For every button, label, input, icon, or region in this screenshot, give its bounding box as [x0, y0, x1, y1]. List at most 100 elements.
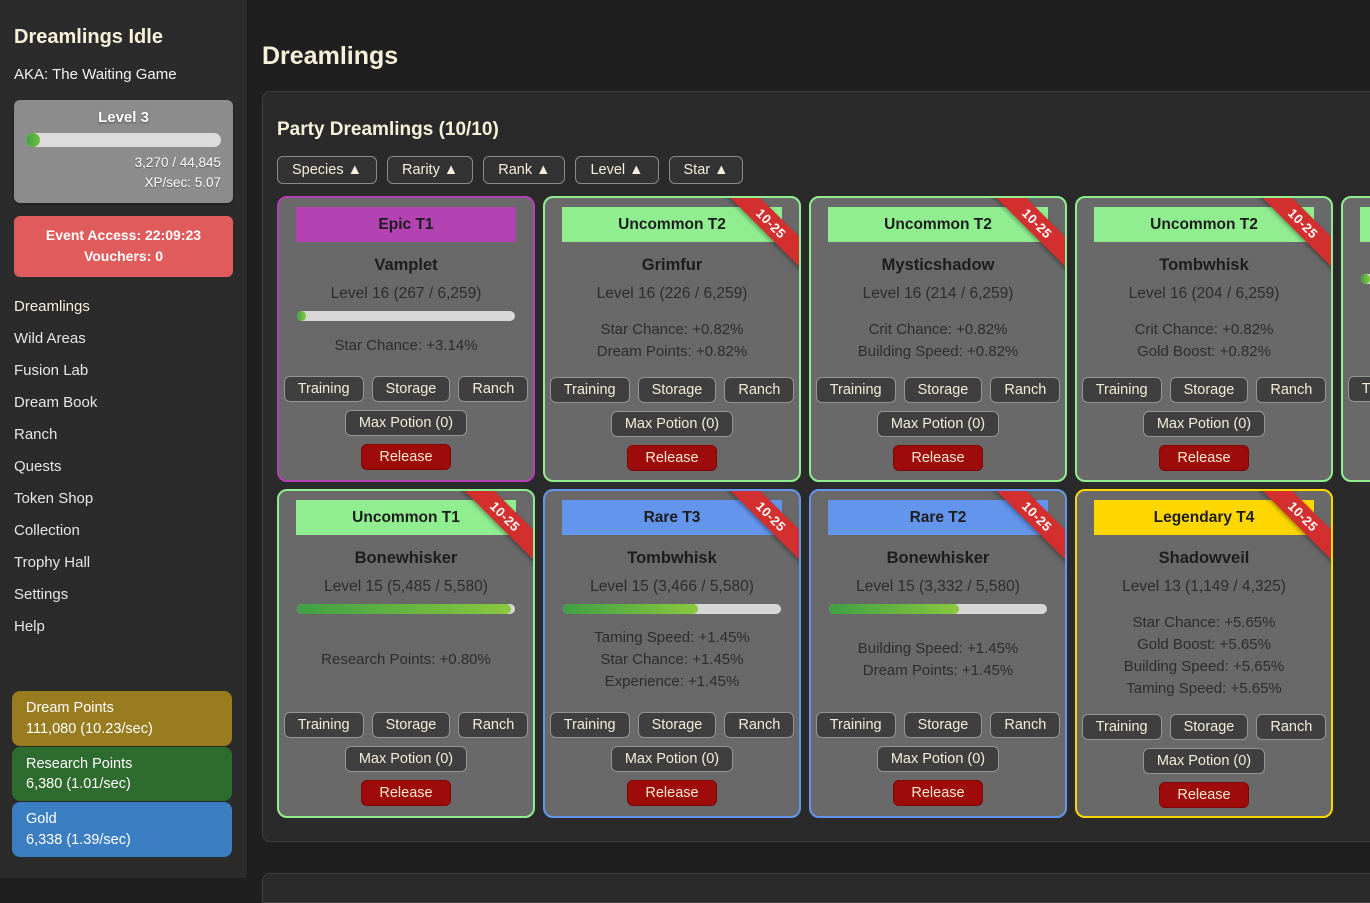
dreamling-stats: Building Speed: +1.45% Dream Points: +1.4…	[828, 622, 1048, 698]
training-button[interactable]: Training	[1081, 377, 1162, 403]
training-button[interactable]: Training	[549, 712, 630, 738]
card-action-row: Training Storage Ranch	[549, 377, 795, 403]
sidebar-item-settings[interactable]: Settings	[14, 585, 69, 603]
sidebar-item-dream-book[interactable]: Dream Book	[14, 393, 98, 411]
sort-button-species[interactable]: Species ▲	[277, 156, 377, 184]
resource-label: Research Points	[26, 755, 133, 772]
dreamling-stats: Crit Chance: +0.82% Building Speed: +0.82…	[828, 319, 1048, 363]
dreamling-name: Mysticshadow	[881, 256, 995, 274]
training-button[interactable]: Training	[815, 712, 896, 738]
max-potion-button[interactable]: Max Potion (0)	[1142, 411, 1266, 437]
sort-button-rank[interactable]: Rank ▲	[483, 156, 566, 184]
event-vouchers: Vouchers: 0	[83, 248, 164, 265]
sidebar-item-trophy-hall[interactable]: Trophy Hall	[14, 553, 91, 571]
sidebar-item-ranch[interactable]: Ranch	[14, 425, 58, 443]
ranch-button[interactable]: Ranch	[724, 712, 795, 738]
main-content: Dreamlings Party Dreamlings (10/10) Spec…	[248, 0, 1370, 903]
dreamling-stats: Star Chance: +3.14%	[296, 329, 516, 362]
dreamling-card: 10-25 Rare T3 Tombwhisk Level 15 (3,466 …	[543, 489, 801, 818]
dreamling-stats: Research Points: +0.80%	[296, 622, 516, 698]
party-panel: Party Dreamlings (10/10) Species ▲ Rarity…	[262, 91, 1370, 842]
release-button[interactable]: Release	[361, 780, 451, 806]
release-button[interactable]: Release	[361, 444, 451, 470]
training-button[interactable]: Training	[1081, 714, 1162, 740]
release-button[interactable]: Release	[893, 780, 983, 806]
release-button[interactable]: Release	[1159, 445, 1249, 471]
sidebar-item-fusion-lab[interactable]: Fusion Lab	[14, 361, 89, 379]
card-release-row: Release	[1094, 445, 1314, 471]
storage-button[interactable]: Storage	[371, 376, 451, 402]
release-button[interactable]: Release	[893, 445, 983, 471]
max-potion-button[interactable]: Max Potion (0)	[610, 411, 734, 437]
stat-line: Taming Speed: +1.45%	[594, 629, 750, 646]
dreamling-level: Level 15 (3,466 / 5,580)	[590, 578, 754, 595]
card-potion-row: Max Potion (0)	[562, 411, 782, 437]
card-potion-row: Max Potion (0)	[1094, 411, 1314, 437]
player-xp-bar	[26, 133, 221, 147]
ranch-button[interactable]: Ranch	[1256, 714, 1327, 740]
player-xp-rate: XP/sec: 5.07	[144, 175, 221, 191]
max-potion-button[interactable]: Max Potion (0)	[1142, 748, 1266, 774]
resource-value: 6,380 (1.01/sec)	[26, 776, 131, 793]
storage-button[interactable]: Storage	[637, 377, 717, 403]
card-release-row: Release	[296, 780, 516, 806]
training-button[interactable]: Training	[283, 376, 364, 402]
sidebar-item-token-shop[interactable]: Token Shop	[14, 489, 94, 507]
card-potion-row: Max Potion (0)	[1360, 410, 1370, 436]
card-action-row: Training Storage Ranch	[283, 712, 529, 738]
event-access-timer: Event Access: 22:09:23	[45, 226, 202, 243]
stat-line: Gold Boost: +5.65%	[1137, 636, 1271, 653]
storage-button[interactable]: Storage	[1169, 377, 1249, 403]
sort-button-star[interactable]: Star ▲	[668, 156, 744, 184]
sidebar-item-dreamlings[interactable]: Dreamlings	[14, 297, 90, 315]
ranch-button[interactable]: Ranch	[990, 712, 1061, 738]
storage-button[interactable]: Storage	[1169, 714, 1249, 740]
sort-button-level[interactable]: Level ▲	[575, 156, 659, 184]
resource-value: 111,080 (10.23/sec)	[26, 720, 153, 737]
resource-label: Dream Points	[26, 700, 114, 717]
card-release-row: Release	[828, 445, 1048, 471]
max-potion-button[interactable]: Max Potion (0)	[876, 746, 1000, 772]
dreamling-card: Epic T1 Vamplet Level 16 (267 / 6,259) S…	[277, 196, 535, 482]
stat-line: Building Speed: +0.82%	[857, 343, 1019, 360]
dreamling-xp-bar	[829, 604, 1047, 614]
sort-button-rarity[interactable]: Rarity ▲	[386, 156, 474, 184]
ranch-button[interactable]: Ranch	[724, 377, 795, 403]
max-potion-button[interactable]: Max Potion (0)	[344, 410, 468, 436]
ranch-button[interactable]: Ranch	[990, 377, 1061, 403]
sidebar-item-wild-areas[interactable]: Wild Areas	[14, 329, 86, 347]
release-button[interactable]: Release	[627, 445, 717, 471]
player-level-box: Level 3 3,270 / 44,845 XP/sec: 5.07	[14, 100, 233, 203]
storage-button[interactable]: Storage	[637, 712, 717, 738]
storage-button[interactable]: Storage	[903, 377, 983, 403]
sidebar-item-quests[interactable]: Quests	[14, 457, 62, 475]
max-potion-button[interactable]: Max Potion (0)	[344, 746, 468, 772]
training-button[interactable]: Training	[815, 377, 896, 403]
training-button[interactable]: Training	[283, 712, 364, 738]
max-potion-button[interactable]: Max Potion (0)	[876, 411, 1000, 437]
card-potion-row: Max Potion (0)	[828, 411, 1048, 437]
card-action-row: Training Storage Ranch	[283, 376, 529, 402]
max-potion-button[interactable]: Max Potion (0)	[610, 746, 734, 772]
dreamling-xp-fill	[829, 604, 960, 614]
dreamling-level: Level 15 (3,332 / 5,580)	[856, 578, 1020, 595]
storage-button[interactable]: Storage	[371, 712, 451, 738]
ranch-button[interactable]: Ranch	[1256, 377, 1327, 403]
resource-dream-points: Dream Points 111,080 (10.23/sec)	[12, 691, 232, 746]
card-action-row: Training Storage Ranch	[1081, 714, 1327, 740]
ranch-button[interactable]: Ranch	[458, 376, 529, 402]
sidebar-item-collection[interactable]: Collection	[14, 521, 80, 539]
training-button[interactable]: Training	[1347, 376, 1370, 402]
release-button[interactable]: Release	[627, 780, 717, 806]
storage-button[interactable]: Storage	[903, 712, 983, 738]
ranch-button[interactable]: Ranch	[458, 712, 529, 738]
training-button[interactable]: Training	[549, 377, 630, 403]
stat-line: Dream Points: +1.45%	[862, 662, 1014, 679]
release-button[interactable]: Release	[1159, 782, 1249, 808]
dreamling-xp-bar	[297, 604, 515, 614]
player-xp-fill	[26, 133, 41, 147]
stat-line: Dream Points: +0.82%	[596, 343, 748, 360]
dreamling-card: 10-25 Legendary T4 Shadowveil Level 13 (…	[1075, 489, 1333, 818]
sidebar-item-help[interactable]: Help	[14, 617, 45, 635]
card-potion-row: Max Potion (0)	[1094, 748, 1314, 774]
